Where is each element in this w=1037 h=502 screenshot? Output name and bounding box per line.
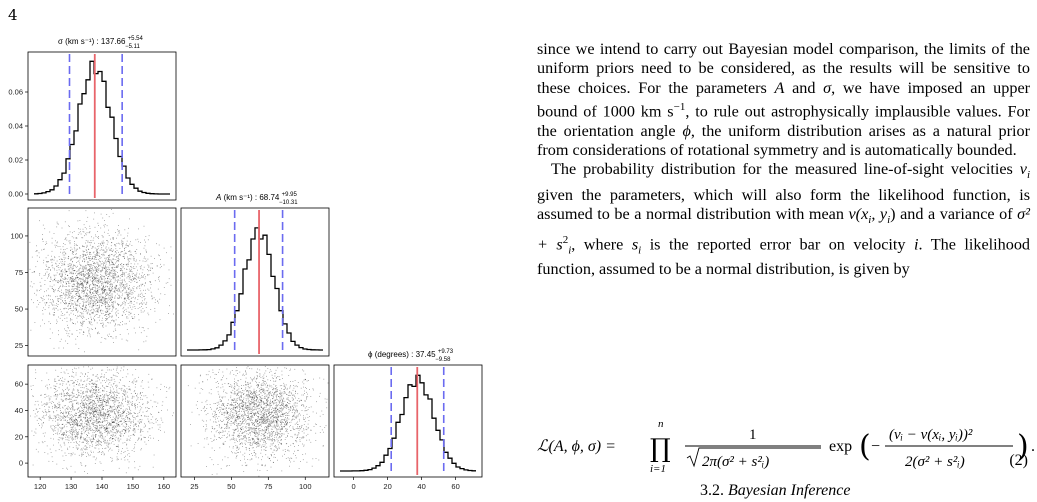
phi-xtick-label: 0 <box>352 482 356 491</box>
A-phi-points <box>187 366 329 477</box>
A-ytick-label: 25 <box>15 341 23 350</box>
sigma-xtick-label: 130 <box>65 482 78 491</box>
paragraph-1: since we intend to carry out Bayesian mo… <box>537 40 1031 159</box>
paragraph-2: The probability distribution for the mea… <box>537 160 1031 279</box>
plot-marks: 0.06 0.04 0.02 0.00 100 75 50 25 60 40 20 0 120 130 14… <box>8 54 476 491</box>
body-text: since we intend to carry out Bayesian mo… <box>537 40 1030 280</box>
phi-ytick-label: 60 <box>15 380 23 389</box>
phi-xtick-label: 20 <box>383 482 391 491</box>
sigma-ytick-label: 0.00 <box>8 190 23 199</box>
sigma-ytick-label: 0.02 <box>8 156 23 165</box>
A-xtick-label: 25 <box>190 482 198 491</box>
phi-xtick-label: 60 <box>451 482 459 491</box>
sigma-phi-scatter-frame <box>27 364 177 478</box>
sigma-xtick-label: 160 <box>158 482 171 491</box>
sigma-panel-title: σ (km s⁻¹) : 137.66 +5.54 −5.11 <box>58 33 145 50</box>
A-ytick-label: 75 <box>15 268 23 277</box>
A-panel-title: A (km s⁻¹) : 68.74 +9.95 −10.31 <box>215 189 299 206</box>
A-xtick-label: 50 <box>227 482 235 491</box>
sigma-A-points <box>29 209 174 353</box>
sigma-ytick-label: 0.06 <box>8 88 23 97</box>
section-heading: 3.2. Bayesian Inference <box>700 482 851 499</box>
A-xtick-label: 100 <box>299 482 312 491</box>
sigma-A-scatter-frame <box>27 207 177 357</box>
A-ytick-label: 100 <box>10 231 23 240</box>
phi-ytick-label: 40 <box>15 406 23 415</box>
phi-ytick-label: 0 <box>19 459 23 468</box>
phi-hist-frame <box>333 364 483 478</box>
A-histogram <box>187 227 323 351</box>
A-phi-scatter-frame <box>180 364 330 478</box>
corner-plot: σ (km s⁻¹) : 137.66 +5.54 −5.11 A (km s⁻… <box>8 33 483 491</box>
sigma-histogram <box>34 60 170 195</box>
page-number: 4 <box>8 6 18 24</box>
sigma-xtick-label: 150 <box>127 482 140 491</box>
phi-xtick-label: 40 <box>417 482 425 491</box>
A-ytick-label: 50 <box>15 305 23 314</box>
phi-panel-title: ϕ (degrees) : 37.45 +9.73 −9.58 <box>368 346 455 363</box>
sigma-ytick-label: 0.04 <box>8 122 23 131</box>
sigma-phi-points <box>30 366 174 474</box>
equation-body: ℒ(A, ϕ, σ) = n ∏ i=1 1 2π(σ² + s²ᵢ) exp … <box>537 418 1035 475</box>
A-xtick-label: 75 <box>264 482 272 491</box>
sigma-xtick-label: 120 <box>34 482 47 491</box>
phi-histogram <box>340 374 476 472</box>
A-hist-frame <box>180 207 330 357</box>
phi-ytick-label: 20 <box>15 432 23 441</box>
likelihood-equation: ℒ(A, ϕ, σ) = n ∏ i=1 1 2π(σ² + s²ᵢ) exp … <box>537 400 1035 475</box>
equation-number: (2) <box>1009 452 1028 469</box>
sigma-xtick-label: 140 <box>96 482 109 491</box>
